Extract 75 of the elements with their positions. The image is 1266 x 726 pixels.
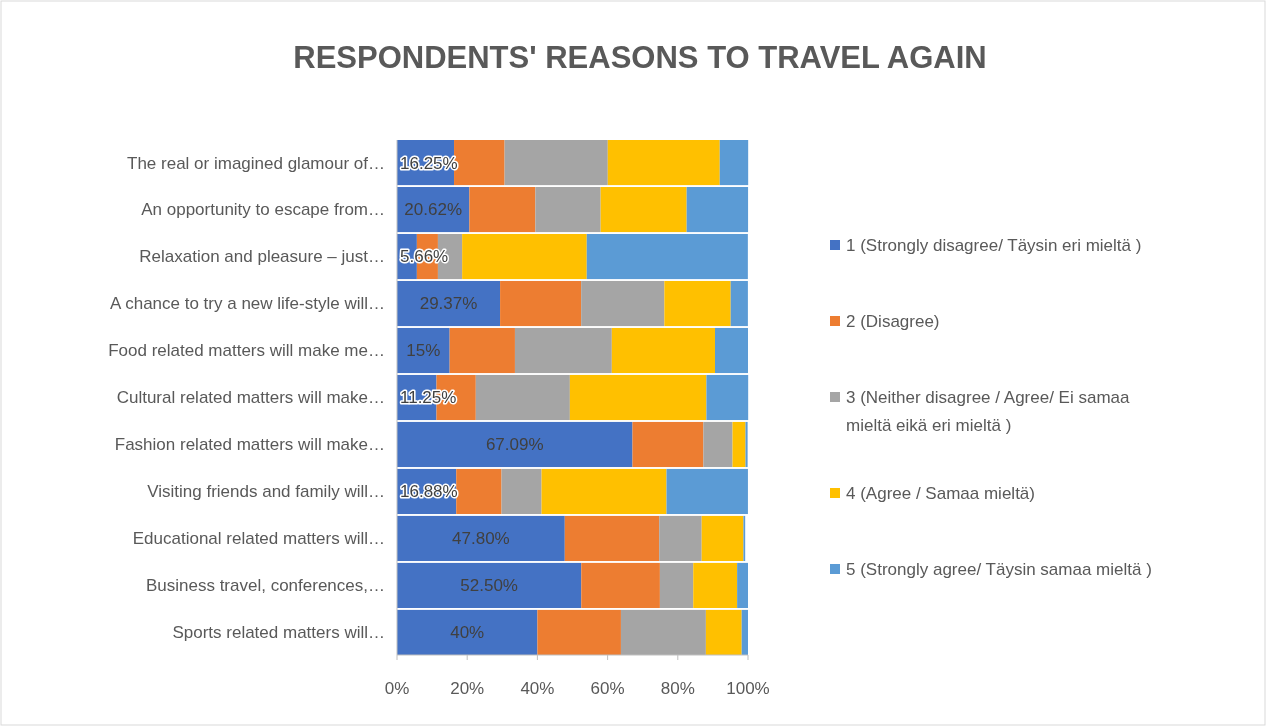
chart-title: RESPONDENTS' REASONS TO TRAVEL AGAIN (293, 39, 987, 75)
legend-label: 1 (Strongly disagree/ Täysin eri mieltä ) (846, 235, 1142, 255)
legend-label: 5 (Strongly agree/ Täysin samaa mieltä ) (846, 559, 1152, 579)
data-label: 67.09% (485, 435, 544, 455)
bar (620, 609, 706, 655)
bar (501, 468, 542, 515)
bar (581, 562, 660, 609)
bar (666, 468, 748, 515)
x-tick-label: 60% (590, 678, 625, 698)
bar (730, 280, 748, 327)
bar (504, 140, 608, 186)
bar (715, 327, 748, 374)
data-label: 40% (450, 623, 485, 643)
bar (737, 562, 748, 609)
data-label: 15% (406, 341, 441, 361)
bar (664, 280, 731, 327)
bar (537, 609, 621, 655)
bar (397, 515, 565, 562)
x-tick-label: 100% (726, 678, 770, 698)
legend-label: 4 (Agree / Samaa mieltä) (846, 483, 1035, 503)
bar (397, 280, 501, 327)
bar (659, 562, 694, 609)
bar (686, 186, 749, 233)
y-tick-label: Educational related matters will… (132, 529, 385, 549)
y-tick-label: Relaxation and pleasure – just… (139, 247, 385, 267)
bar (569, 374, 707, 421)
bar (500, 280, 582, 327)
bar (469, 186, 536, 233)
bar (611, 327, 716, 374)
data-label: 47.80% (452, 529, 510, 549)
bar (732, 421, 746, 468)
y-tick-label: Fashion related matters will make… (114, 435, 385, 455)
data-label: 20.62% (404, 200, 463, 220)
y-tick-label: A chance to try a new life-style will… (110, 294, 385, 314)
bar (693, 562, 738, 609)
bar (607, 140, 720, 186)
bar (600, 186, 687, 233)
bar (397, 562, 582, 609)
bar (514, 327, 612, 374)
bar (397, 609, 538, 655)
bar (581, 280, 665, 327)
bar (703, 421, 733, 468)
y-tick-label: Business travel, conferences,… (145, 576, 385, 596)
bar (456, 468, 502, 515)
legend-label: 2 (Disagree) (846, 311, 940, 331)
y-tick-label: Visiting friends and family will… (147, 482, 385, 502)
bar (475, 374, 570, 421)
x-tick-label: 0% (384, 678, 410, 698)
x-tick-label: 40% (520, 678, 555, 698)
bar (745, 421, 748, 468)
y-tick-label: The real or imagined glamour of… (127, 153, 385, 173)
bar (701, 515, 744, 562)
data-label: 5.66% (400, 247, 449, 267)
bar (564, 515, 660, 562)
data-label: 52.50% (460, 576, 518, 596)
bar (659, 515, 702, 562)
bar (705, 609, 742, 655)
y-tick-label: An opportunity to escape from… (141, 200, 385, 220)
y-tick-label: Cultural related matters will make… (116, 388, 385, 408)
bar (535, 186, 601, 233)
bar (449, 327, 515, 374)
bar (462, 233, 587, 280)
bar (706, 374, 749, 421)
y-tick-label: Sports related matters will… (172, 623, 385, 643)
legend-label: 3 (Neither disagree / Agree/ Ei samaa mieltä eikä eri mieltä ) (846, 387, 1131, 435)
x-tick-label: 20% (450, 678, 485, 698)
bar (741, 609, 748, 655)
x-tick-label: 80% (660, 678, 695, 698)
bar (719, 140, 749, 186)
y-tick-label: Food related matters will make me… (108, 341, 385, 361)
bar (397, 421, 633, 468)
data-label: 29.37% (419, 294, 478, 314)
bar (541, 468, 667, 515)
bar (632, 421, 704, 468)
bar (586, 233, 748, 280)
